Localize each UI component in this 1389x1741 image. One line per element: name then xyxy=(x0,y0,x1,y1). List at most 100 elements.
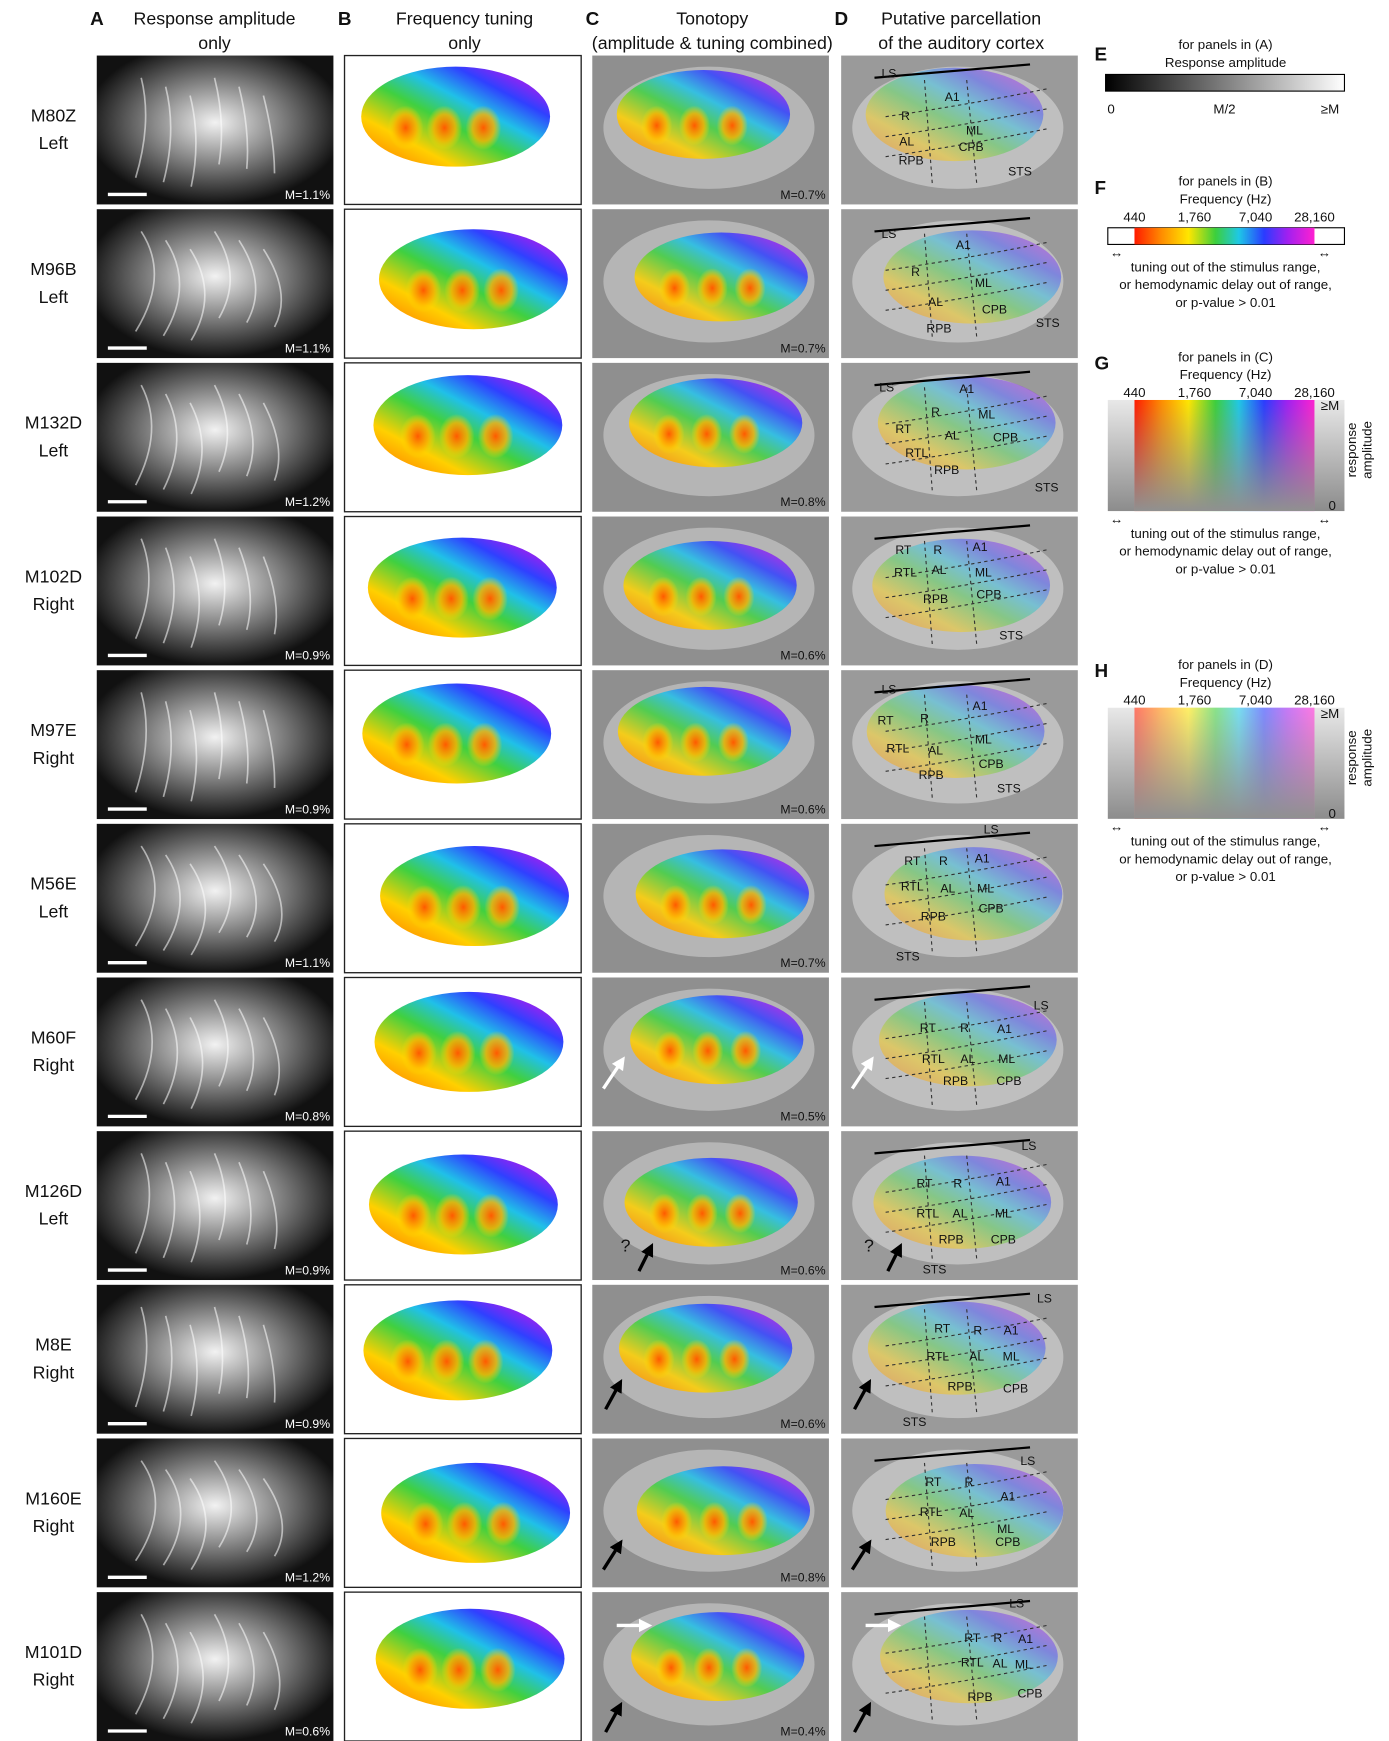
region-label: RT xyxy=(920,1021,937,1035)
column-title: Putative parcellation xyxy=(881,9,1041,29)
animal-id: M126D xyxy=(25,1181,82,1201)
region-label: RPB xyxy=(943,1074,968,1088)
legend: Gfor panels in (C)Frequency (Hz)4401,760… xyxy=(1094,349,1374,576)
legend-note: or p-value > 0.01 xyxy=(1175,869,1275,884)
region-label: R xyxy=(931,405,940,419)
panel-letter: D xyxy=(834,9,848,30)
region-label: AL xyxy=(959,1506,974,1520)
hemisphere: Right xyxy=(33,594,75,614)
region-label: CPB xyxy=(1017,1687,1042,1701)
colorbar-tick: 28,160 xyxy=(1294,209,1335,224)
region-label: LS xyxy=(1021,1139,1036,1153)
hemisphere: Left xyxy=(39,1209,69,1229)
row: M96BLeftM=1.1%M=0.7%LSA1RMLALCPBRPBSTS xyxy=(30,209,1078,358)
region-label: RTL xyxy=(922,1052,945,1066)
region-label: ML xyxy=(1015,1658,1032,1672)
tonotopy-scale: M=0.7% xyxy=(780,956,825,970)
region-label: RTL xyxy=(905,446,928,460)
amplitude-axis-label: amplitude xyxy=(1359,421,1374,479)
amplitude-axis-label: response xyxy=(1344,423,1359,478)
tuning-spot xyxy=(407,885,443,929)
tuning-spot xyxy=(396,1193,432,1237)
row: M80ZLeftM=1.1%M=0.7%LSA1RMLALCPBRPBSTS xyxy=(31,56,1078,205)
region-label: A1 xyxy=(997,1022,1012,1036)
tuning-spot xyxy=(480,1648,516,1692)
region-label: STS xyxy=(1035,481,1059,495)
legend-note: or p-value > 0.01 xyxy=(1175,295,1275,310)
hemisphere: Right xyxy=(33,1362,75,1382)
region-label: RT xyxy=(916,1177,933,1191)
region-label: RT xyxy=(895,543,912,557)
panel-letter: C xyxy=(586,9,600,30)
region-label: AL xyxy=(928,295,943,309)
amplitude-scale: M=0.9% xyxy=(285,1417,330,1431)
panel-letter: B xyxy=(338,9,352,30)
tonotopy-spot xyxy=(681,1339,712,1379)
column-title: of the auditory cortex xyxy=(878,33,1044,53)
region-label: AL xyxy=(931,563,946,577)
legend-note: or hemodynamic delay out of range, xyxy=(1119,544,1332,559)
region-label: AL xyxy=(945,428,960,442)
amplitude-scale: M=0.9% xyxy=(285,1263,330,1277)
panel-letter: G xyxy=(1094,353,1109,374)
amplitude-axis-label: response xyxy=(1344,730,1359,785)
tonotopy-spot xyxy=(653,414,684,454)
amplitude-scale: M=1.1% xyxy=(285,956,330,970)
colorbar-fade xyxy=(1134,400,1314,511)
tonotopy-spot xyxy=(698,885,729,925)
region-label: LS xyxy=(984,823,999,837)
region-label: RT xyxy=(904,854,921,868)
animal-id: M96B xyxy=(30,259,76,279)
tuning-spot xyxy=(479,1031,515,1075)
region-label: STS xyxy=(896,949,920,963)
legend-caption: for panels in (B) xyxy=(1179,174,1273,189)
legend-caption: Frequency (Hz) xyxy=(1180,192,1272,207)
region-label: RT xyxy=(925,1475,942,1489)
tonotopy-spot xyxy=(656,1648,687,1688)
colorbar-side xyxy=(1108,400,1135,511)
region-label: LS xyxy=(881,67,896,81)
tonotopy-spot xyxy=(723,577,754,617)
tonotopy-spot xyxy=(736,885,767,925)
amplitude-scale: M=1.2% xyxy=(285,495,330,509)
region-label: R xyxy=(960,1021,969,1035)
legend-note: tuning out of the stimulus range, xyxy=(1131,526,1321,541)
out-of-range-mark: ↔ xyxy=(1110,511,1123,526)
tuning-spot xyxy=(468,1339,504,1383)
panel-letter: E xyxy=(1094,45,1107,66)
region-label: LS xyxy=(1034,999,1049,1013)
colorbar-tick: 7,040 xyxy=(1239,385,1272,400)
tuning-spot xyxy=(408,1502,444,1546)
panel-letter: A xyxy=(90,9,104,30)
amplitude-scale: M=1.1% xyxy=(285,341,330,355)
panel-letter: F xyxy=(1094,178,1106,199)
legend: Ffor panels in (B)Frequency (Hz)4401,760… xyxy=(1094,174,1344,310)
region-label: ML xyxy=(995,1207,1012,1221)
hemisphere: Left xyxy=(39,133,69,153)
column-title: only xyxy=(448,33,481,53)
tonotopy-spot xyxy=(692,1031,723,1071)
tonotopy-spot xyxy=(686,577,717,617)
hemisphere: Left xyxy=(39,287,69,307)
colorbar-tick: 440 xyxy=(1123,209,1145,224)
amplitude-scale: M=1.1% xyxy=(285,188,330,202)
tuning-spot xyxy=(401,1031,437,1075)
tonotopy-scale: M=0.6% xyxy=(780,802,825,816)
region-label: STS xyxy=(923,1262,947,1276)
legend: Hfor panels in (D)Frequency (Hz)4401,760… xyxy=(1094,657,1374,884)
tonotopy-spot xyxy=(724,1193,755,1233)
region-label: ML xyxy=(975,732,992,746)
region-label: ML xyxy=(978,407,995,421)
region-label: A1 xyxy=(1018,1632,1033,1646)
colorbar-side xyxy=(1314,400,1344,511)
amplitude-scale: M=0.6% xyxy=(285,1724,330,1738)
region-label: RPB xyxy=(926,321,951,335)
out-of-range-mark: ↔ xyxy=(1318,511,1331,526)
colorbar-label: 0 xyxy=(1107,102,1114,117)
region-label: CPB xyxy=(979,902,1004,916)
tonotopy-spot xyxy=(679,106,710,146)
tonotopy-spot xyxy=(730,1031,761,1071)
